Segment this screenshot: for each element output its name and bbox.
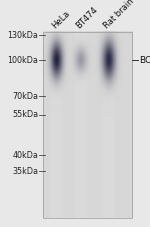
Text: 70kDa: 70kDa [12,92,38,101]
Text: 40kDa: 40kDa [12,151,38,160]
Text: BCAS3: BCAS3 [140,56,150,65]
Text: 130kDa: 130kDa [7,31,38,40]
Bar [43,32,132,218]
Text: 100kDa: 100kDa [7,56,38,65]
Text: HeLa: HeLa [50,9,71,31]
Text: 55kDa: 55kDa [12,110,38,119]
Text: 35kDa: 35kDa [12,167,38,176]
Text: BT474: BT474 [74,5,99,31]
Text: Rat brain: Rat brain [102,0,135,31]
